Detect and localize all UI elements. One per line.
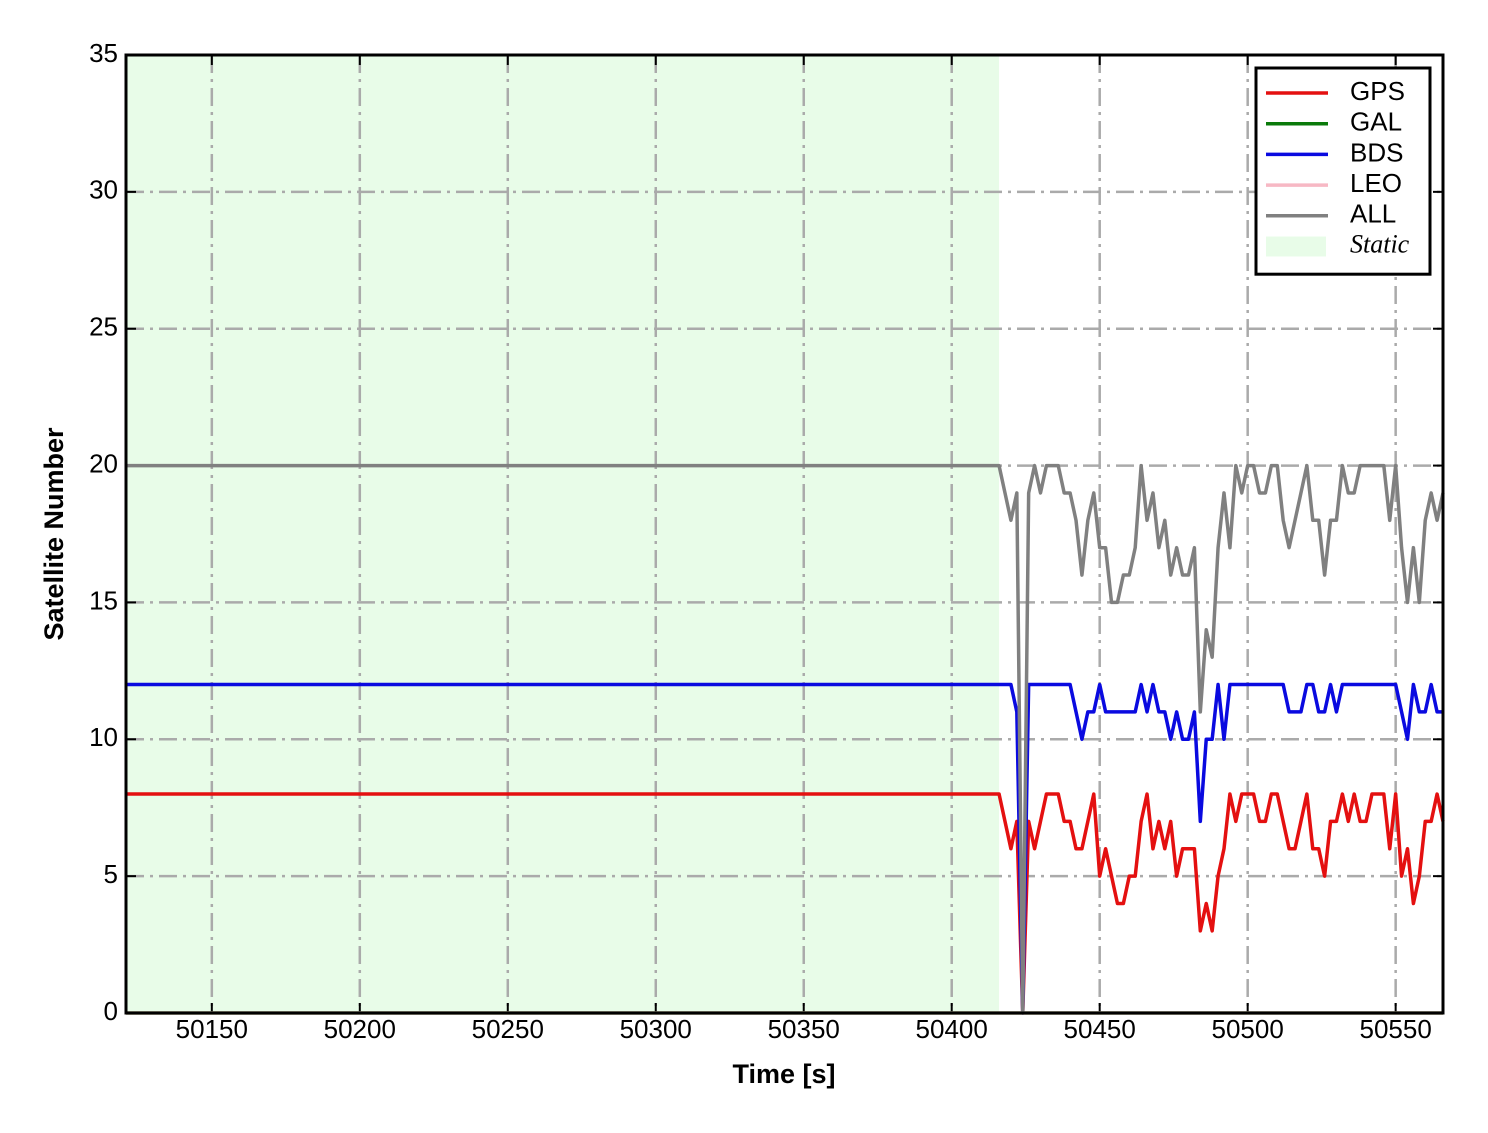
x-tick-label: 50450 xyxy=(1064,1014,1136,1044)
static-region xyxy=(126,55,1000,1013)
plot-frame xyxy=(124,53,1445,1015)
legend-label: BDS xyxy=(1350,137,1403,167)
legend-label: GAL xyxy=(1350,107,1402,137)
x-tick-label: 50400 xyxy=(916,1014,988,1044)
x-tick-label: 50550 xyxy=(1359,1014,1431,1044)
y-tick-label: 0 xyxy=(104,996,118,1026)
series-line xyxy=(126,463,1445,1015)
series-line xyxy=(126,792,1445,1015)
y-axis-title: Satellite Number xyxy=(39,427,69,641)
x-axis-title: Time [s] xyxy=(732,1059,835,1089)
legend-label: LEO xyxy=(1350,168,1402,198)
y-tick-label: 10 xyxy=(89,722,118,752)
y-tick-label: 35 xyxy=(89,38,118,68)
y-tick-label: 30 xyxy=(89,175,118,205)
legend-label: Static xyxy=(1350,229,1410,258)
x-tick-label: 50150 xyxy=(176,1014,248,1044)
legend-label: GPS xyxy=(1350,76,1405,106)
y-tick-label: 5 xyxy=(104,859,118,889)
y-tick-label: 25 xyxy=(89,312,118,342)
x-tick-label: 50350 xyxy=(768,1014,840,1044)
legend-swatch xyxy=(1266,236,1326,257)
x-tick-label: 50250 xyxy=(472,1014,544,1044)
x-tick-label: 50500 xyxy=(1212,1014,1284,1044)
x-tick-label: 50200 xyxy=(324,1014,396,1044)
y-tick-label: 15 xyxy=(89,585,118,615)
x-tick-label: 50300 xyxy=(620,1014,692,1044)
legend-label: ALL xyxy=(1350,199,1396,229)
y-tick-label: 20 xyxy=(89,448,118,478)
series-line xyxy=(126,682,1443,1015)
